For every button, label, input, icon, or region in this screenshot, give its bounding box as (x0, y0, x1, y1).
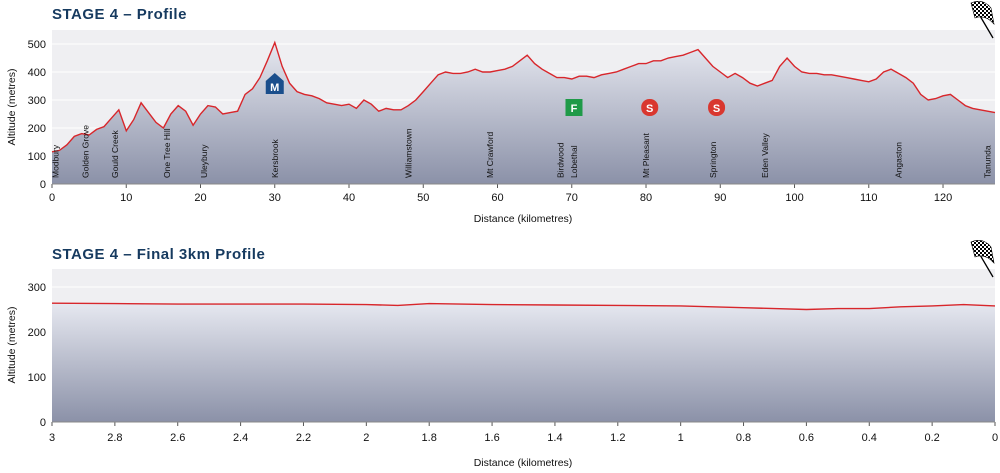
x-tick-label: 70 (566, 192, 578, 204)
final-3km-profile-chart: STAGE 4 – Final 3km Profile 0 100 200 300 3… (6, 240, 998, 469)
x-tick-labels: 3 2.8 2.6 2.4 2.2 2 1.8 1.6 1.4 1.2 1 0.8 0.6 0.4 0.2 0 (49, 422, 998, 444)
town-labels: Modbury Golden Grove Gould Creek One Tree H… (51, 125, 993, 178)
y-axis-label: Altitude (metres) (6, 306, 18, 383)
mountain-marker: M (265, 73, 284, 94)
town-label: Uleybury (199, 144, 209, 178)
town-label: Mt Crawford (485, 131, 495, 178)
marker-label: S (646, 103, 653, 115)
stage-profile-chart: STAGE 4 – Profile Modbury Golden Grove Gou… (6, 1, 996, 225)
x-tick-label: 3 (49, 432, 55, 444)
town-label: Springton (708, 141, 718, 178)
x-tick-label: 1.4 (547, 432, 562, 444)
x-tick-label: 1.6 (484, 432, 499, 444)
sprint-marker-shape (708, 99, 726, 116)
altitude-area (52, 42, 995, 184)
altitude-line (51, 40, 996, 153)
x-tick-label: 1.8 (422, 432, 437, 444)
x-tick-label: 2 (363, 432, 369, 444)
town-label: Kersbrook (270, 139, 280, 178)
x-tick-label: 60 (491, 192, 503, 204)
town-label: Golden Grove (80, 125, 90, 178)
town-label: Tanunda (983, 145, 993, 178)
town-label: Mt Pleasant (641, 132, 651, 178)
altitude-line (51, 302, 996, 311)
x-tick-label: 120 (934, 192, 952, 204)
town-label: Gould Creek (110, 130, 120, 178)
chequered-flag-icon (970, 240, 995, 278)
altitude-area (52, 303, 995, 422)
x-tick-label: 40 (343, 192, 355, 204)
km-markers: M F S S (265, 73, 726, 116)
x-tick-label: 0.6 (799, 432, 814, 444)
x-tick-label: 2.4 (233, 432, 248, 444)
y-tick-label: 400 (28, 67, 46, 79)
town-label: Williamstown (403, 128, 413, 178)
y-tick-label: 300 (28, 95, 46, 107)
x-tick-label: 10 (120, 192, 132, 204)
town-label: Modbury (51, 144, 61, 178)
marker-label: M (270, 82, 279, 94)
x-tick-label: 20 (194, 192, 206, 204)
y-tick-labels: 0 100 200 300 400 500 (28, 39, 46, 191)
x-tick-label: 100 (785, 192, 803, 204)
town-label: Birdwood (556, 142, 566, 178)
x-tick-label: 50 (417, 192, 429, 204)
flag-cloth (970, 240, 995, 264)
feed-marker-shape (565, 99, 583, 116)
x-tick-label: 1 (678, 432, 684, 444)
sprint-marker: S (708, 99, 726, 116)
town-label: Eden Valley (760, 133, 770, 178)
marker-label: S (713, 103, 720, 115)
y-tick-label: 0 (40, 417, 46, 429)
x-tick-label: 2.6 (170, 432, 185, 444)
x-tick-label: 80 (640, 192, 652, 204)
y-tick-label: 200 (28, 123, 46, 135)
town-label: One Tree Hill (162, 128, 172, 178)
x-tick-label: 110 (860, 192, 878, 204)
chequered-flag-icon (970, 1, 995, 39)
sprint-marker-shape (641, 99, 659, 116)
x-tick-label: 1.2 (610, 432, 625, 444)
x-tick-label: 0 (992, 432, 998, 444)
mountain-marker-shape (265, 73, 284, 94)
flag-cloth (970, 1, 995, 25)
x-tick-label: 0.2 (924, 432, 939, 444)
chart-title: STAGE 4 – Final 3km Profile (52, 246, 265, 263)
x-tick-label: 0.4 (862, 432, 877, 444)
x-axis-label: Distance (kilometres) (474, 213, 573, 225)
x-tick-label: 0.8 (736, 432, 751, 444)
y-axis-label: Altitude (metres) (6, 68, 18, 145)
y-tick-label: 100 (28, 372, 46, 384)
x-axis-label: Distance (kilometres) (474, 457, 573, 469)
chart-title: STAGE 4 – Profile (52, 6, 187, 23)
town-label: Angaston (894, 142, 904, 178)
x-tick-label: 30 (269, 192, 281, 204)
y-tick-label: 100 (28, 151, 46, 163)
town-label: Lobethal (569, 145, 579, 178)
x-tick-label: 0 (49, 192, 55, 204)
y-tick-label: 0 (40, 179, 46, 191)
y-tick-labels: 0 100 200 300 (28, 282, 46, 429)
y-tick-label: 300 (28, 282, 46, 294)
y-tick-label: 200 (28, 327, 46, 339)
marker-label: F (571, 103, 578, 115)
x-tick-label: 90 (714, 192, 726, 204)
sprint-marker: S (641, 99, 659, 116)
x-tick-labels: 0 10 20 30 40 50 60 70 80 90 100 110 120 (49, 184, 952, 204)
feed-marker: F (565, 99, 583, 116)
x-tick-label: 2.8 (107, 432, 122, 444)
y-tick-label: 500 (28, 39, 46, 51)
x-tick-label: 2.2 (296, 432, 311, 444)
